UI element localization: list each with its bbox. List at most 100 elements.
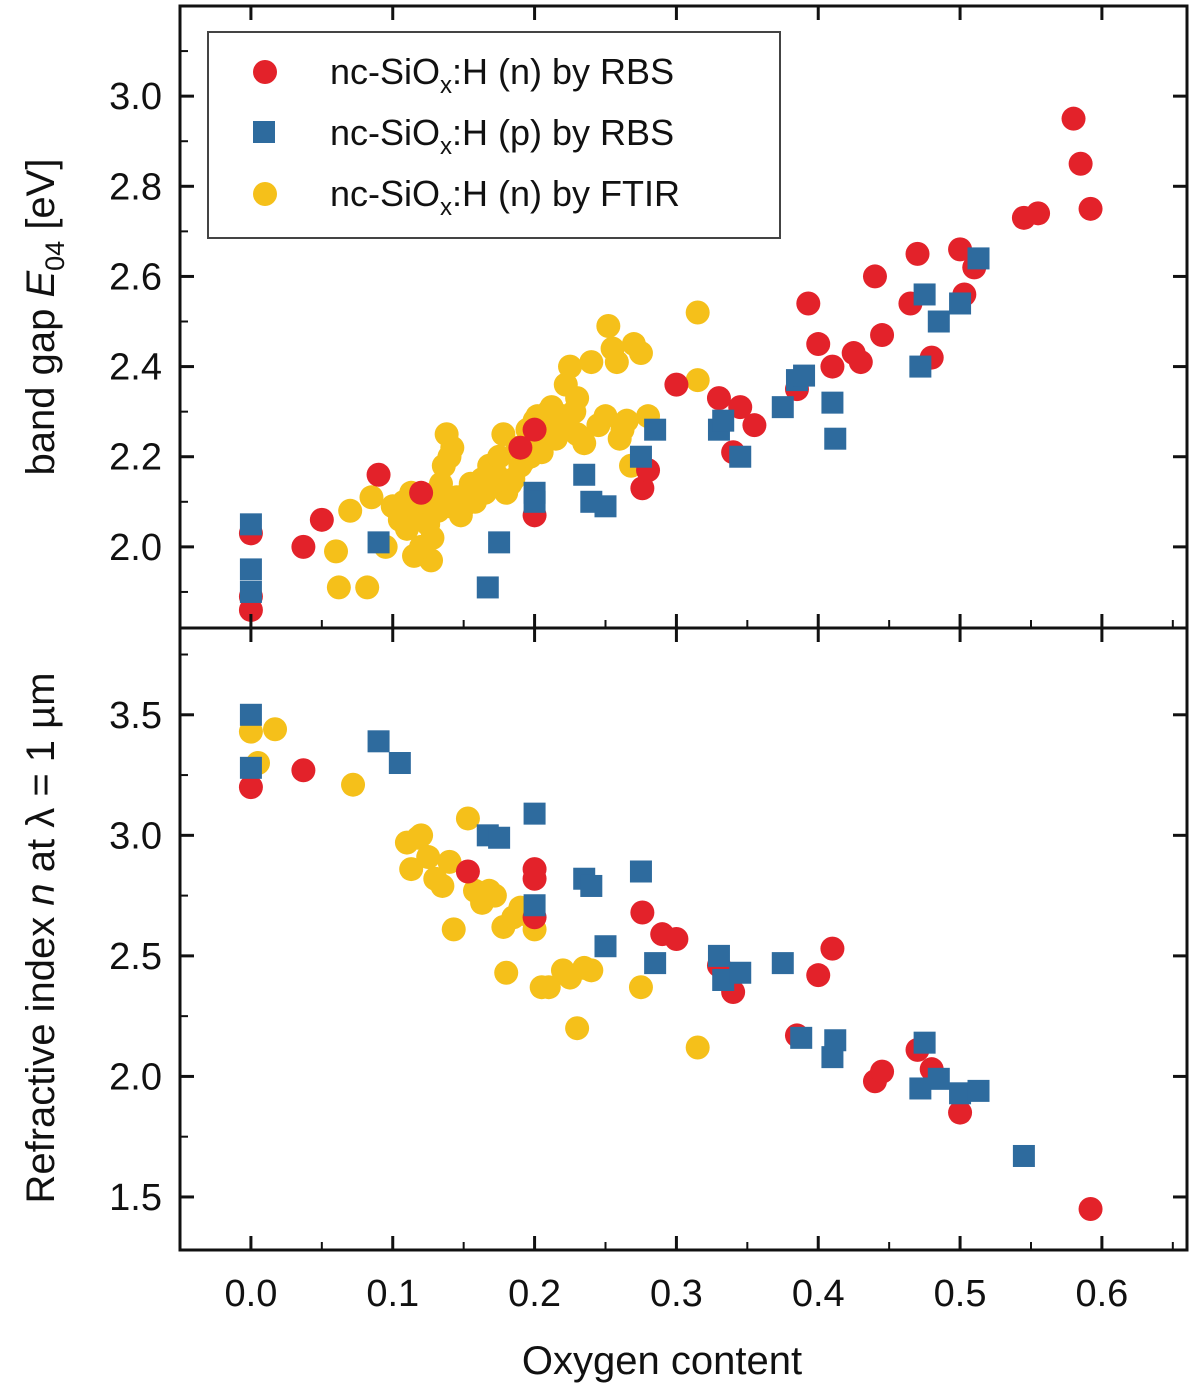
bottom-point-rbs-n — [806, 963, 831, 988]
x-tick-label: 0.2 — [508, 1273, 561, 1315]
top-point-ftir-n — [359, 485, 384, 510]
bottom-point-ftir-n — [685, 1035, 710, 1060]
top-point-rbs-p — [488, 531, 511, 554]
bottom-point-rbs-p — [909, 1077, 932, 1100]
top-point-ftir-n — [604, 350, 629, 375]
bottom-point-ftir-n — [455, 806, 480, 831]
bottom-point-ftir-n — [494, 960, 519, 985]
top-point-rbs-p — [909, 355, 932, 378]
top-y-tick-label: 2.2 — [109, 437, 162, 479]
top-point-ftir-n — [579, 350, 604, 375]
bottom-point-ftir-n — [399, 857, 424, 882]
top-point-ftir-n — [593, 404, 618, 429]
bottom-point-ftir-n — [482, 883, 507, 908]
top-point-rbs-n — [706, 386, 731, 411]
top-point-rbs-n — [508, 435, 533, 460]
bottom-point-ftir-n — [536, 975, 561, 1000]
top-point-rbs-n — [905, 241, 930, 266]
bottom-y-axis-title: Refractive index n at λ = 1 µm — [19, 672, 63, 1203]
top-data-layer — [238, 106, 1103, 622]
top-point-rbs-p — [239, 513, 262, 536]
top-point-ftir-n — [685, 368, 710, 393]
bottom-point-rbs-p — [707, 944, 730, 967]
bottom-point-rbs-p — [913, 1031, 936, 1054]
bottom-point-rbs-p — [523, 802, 546, 825]
bottom-point-ftir-n — [437, 849, 462, 874]
top-point-rbs-n — [1026, 201, 1051, 226]
top-point-ftir-n — [685, 300, 710, 325]
bottom-point-rbs-n — [455, 859, 480, 884]
bottom-point-rbs-n — [664, 927, 689, 951]
top-point-rbs-n — [728, 395, 753, 420]
legend-marker-rbs-n — [253, 60, 277, 84]
top-point-rbs-p — [523, 490, 546, 513]
top-point-rbs-p — [793, 364, 816, 387]
bottom-point-rbs-p — [949, 1082, 972, 1105]
top-point-rbs-n — [409, 480, 434, 505]
top-point-rbs-n — [806, 332, 831, 357]
x-tick-label: 0.5 — [934, 1273, 987, 1315]
top-point-rbs-n — [630, 476, 655, 501]
top-point-rbs-n — [742, 413, 767, 438]
bottom-point-ftir-n — [441, 917, 466, 942]
top-point-rbs-n — [366, 462, 391, 487]
bottom-point-rbs-p — [367, 730, 390, 753]
top-point-rbs-p — [712, 409, 735, 432]
top-point-rbs-n — [522, 417, 547, 442]
bottom-point-rbs-n — [238, 775, 263, 800]
top-y-tick-label: 2.6 — [109, 256, 162, 298]
top-point-rbs-p — [644, 418, 667, 441]
top-point-rbs-p — [573, 463, 596, 486]
top-point-rbs-n — [1078, 196, 1103, 221]
top-point-ftir-n — [596, 314, 621, 339]
legend: nc-SiOx:H (n) by RBS nc-SiOx:H (p) by RB… — [207, 31, 781, 239]
top-point-rbs-n — [948, 237, 973, 262]
bottom-point-rbs-n — [820, 936, 845, 961]
bottom-y-tick-label: 3.0 — [109, 815, 162, 857]
top-point-rbs-p — [476, 576, 499, 599]
top-point-ftir-n — [420, 525, 445, 550]
bottom-point-rbs-p — [629, 860, 652, 883]
top-point-ftir-n — [610, 417, 635, 442]
top-point-ftir-n — [324, 539, 349, 564]
top-point-rbs-p — [824, 427, 847, 450]
top-point-rbs-n — [820, 354, 845, 379]
legend-box — [207, 31, 781, 239]
bottom-point-rbs-p — [580, 874, 603, 897]
top-point-rbs-n — [1068, 151, 1093, 176]
top-point-rbs-n — [1061, 106, 1086, 131]
x-tick-label: 0.3 — [650, 1273, 703, 1315]
top-point-ftir-n — [437, 444, 462, 469]
top-point-rbs-p — [927, 310, 950, 333]
top-point-ftir-n — [428, 471, 453, 496]
top-y-axis-title: band gap E04 [eV] — [19, 159, 70, 476]
bottom-point-rbs-p — [729, 961, 752, 984]
legend-entry-ftir-n: nc-SiOx:H (n) by FTIR — [330, 173, 680, 221]
bottom-point-rbs-p — [644, 952, 667, 975]
bottom-data-layer — [238, 703, 1103, 1222]
bottom-y-tick-label: 2.5 — [109, 936, 162, 978]
bottom-point-rbs-p — [790, 1026, 813, 1049]
top-point-rbs-p — [629, 445, 652, 468]
top-point-ftir-n — [487, 444, 512, 469]
top-point-rbs-p — [913, 283, 936, 306]
top-point-ftir-n — [355, 575, 380, 600]
top-point-rbs-n — [309, 507, 334, 532]
top-y-tick-label: 3.0 — [109, 76, 162, 118]
top-point-rbs-n — [796, 291, 821, 316]
top-point-rbs-p — [949, 292, 972, 315]
bottom-point-rbs-p — [1012, 1144, 1035, 1167]
top-point-ftir-n — [628, 341, 653, 366]
top-point-rbs-n — [848, 350, 873, 375]
top-point-rbs-p — [594, 495, 617, 518]
bottom-point-rbs-n — [1078, 1197, 1103, 1222]
bottom-point-rbs-p — [771, 952, 794, 975]
bottom-point-rbs-p — [967, 1079, 990, 1102]
bottom-y-tick-label: 1.5 — [109, 1177, 162, 1219]
bottom-point-rbs-p — [824, 1029, 847, 1052]
bottom-y-tick-label: 3.5 — [109, 695, 162, 737]
bottom-point-rbs-p — [523, 894, 546, 917]
bottom-point-ftir-n — [579, 958, 604, 983]
bottom-point-rbs-n — [948, 1100, 973, 1125]
